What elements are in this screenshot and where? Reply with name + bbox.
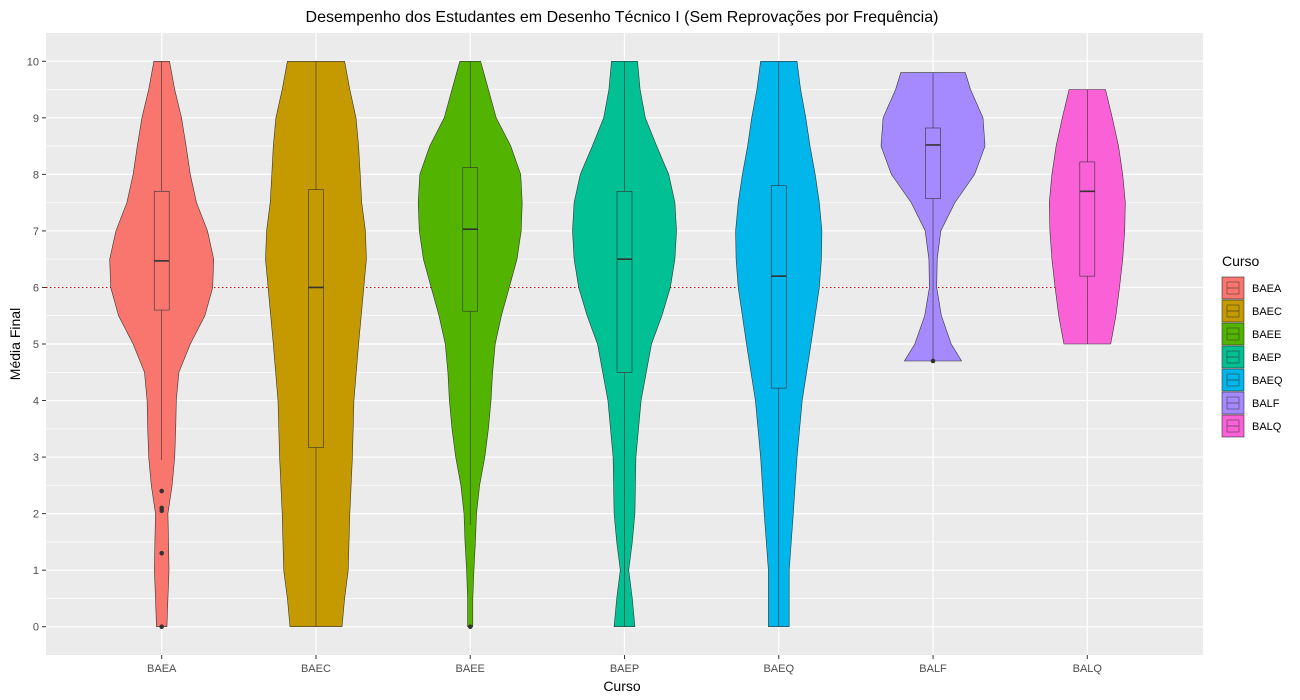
y-tick-label: 9 [33, 113, 39, 125]
box-iqr [925, 127, 941, 199]
chart-title: Desempenho dos Estudantes em Desenho Téc… [306, 9, 939, 26]
y-tick-label: 8 [33, 169, 39, 181]
legend-title: Curso [1222, 253, 1260, 269]
x-tick-label: BALF [919, 663, 947, 675]
legend-label: BALQ [1252, 421, 1282, 433]
violin-baep [572, 61, 677, 627]
y-tick-label: 6 [33, 282, 39, 294]
y-tick-label: 2 [33, 509, 39, 521]
box-iqr [153, 191, 170, 311]
box-iqr [770, 185, 787, 389]
violin-baeq [735, 61, 823, 627]
legend-label: BALF [1252, 398, 1280, 410]
x-tick-label: BAEP [610, 663, 639, 675]
legend: Curso BAEA BAEC BAEE BAEP BAEQ BALF BALQ [1221, 253, 1283, 438]
y-axis-title: Média Final [7, 308, 23, 380]
y-tick-label: 7 [33, 226, 39, 238]
outlier-point [159, 508, 164, 514]
legend-label: BAEA [1252, 283, 1282, 295]
violin-balq [1048, 89, 1126, 345]
y-tick-label: 5 [33, 339, 39, 351]
x-axis: BAEA BAEC BAEE BAEP BAEQ BALF BALQ [147, 655, 1102, 675]
legend-label: BAEE [1252, 329, 1281, 341]
box-iqr [462, 167, 479, 312]
outlier-point [930, 358, 936, 364]
box-iqr [616, 191, 633, 373]
outlier-point [159, 624, 164, 630]
legend-label: BAEC [1252, 306, 1282, 318]
y-tick-label: 3 [33, 452, 39, 464]
x-axis-title: Curso [603, 678, 641, 694]
y-tick-label: 10 [27, 56, 39, 68]
violin-baec [265, 61, 367, 627]
outlier-point [159, 550, 164, 556]
x-tick-label: BALQ [1073, 663, 1103, 675]
outlier-point [159, 488, 164, 494]
y-tick-label: 1 [33, 565, 39, 577]
box-iqr [308, 189, 324, 448]
x-tick-label: BAEE [456, 663, 485, 675]
y-axis: 0 1 2 3 4 5 6 7 8 9 10 [27, 56, 46, 634]
box-iqr [1079, 161, 1096, 277]
outlier-point [467, 624, 473, 630]
legend-label: BAEQ [1252, 375, 1283, 387]
violins [109, 61, 1126, 630]
x-tick-label: BAEC [301, 663, 331, 675]
legend-label: BAEP [1252, 352, 1281, 364]
x-tick-label: BAEA [147, 663, 177, 675]
x-tick-label: BAEQ [763, 663, 794, 675]
y-tick-label: 4 [33, 396, 39, 408]
y-tick-label: 0 [33, 622, 39, 634]
